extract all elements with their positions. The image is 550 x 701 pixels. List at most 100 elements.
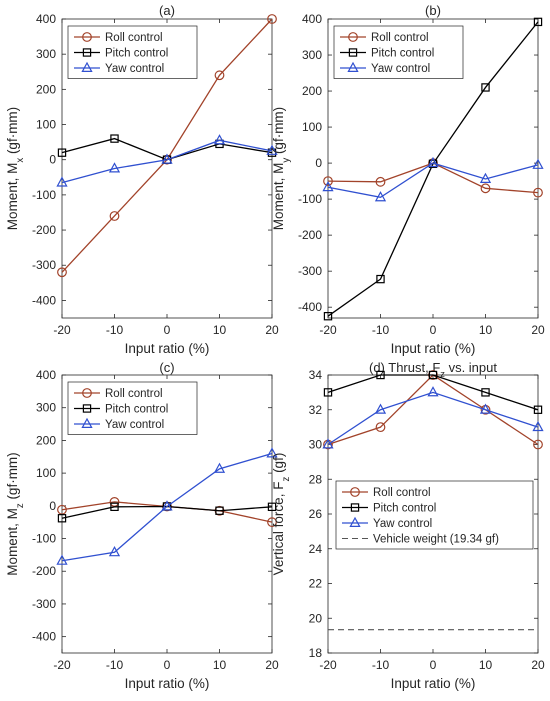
x-tick-label: -20 <box>319 323 337 337</box>
y-tick-label: -400 <box>298 300 322 314</box>
x-tick-label: 0 <box>430 658 437 672</box>
y-axis-label-main: Moment, M <box>5 163 20 231</box>
data-point-yaw <box>161 153 173 164</box>
y-tick-label: 400 <box>36 368 56 382</box>
data-point-yaw <box>213 134 226 145</box>
chart-title: (d) Thrust, Fz vs. input <box>369 360 497 379</box>
y-tick-label: 100 <box>302 120 322 134</box>
y-tick-label: 300 <box>302 48 322 62</box>
y-tick-label: 20 <box>309 611 323 625</box>
data-point-pitch <box>57 514 67 523</box>
y-tick-label: -300 <box>298 264 322 278</box>
data-point-yaw <box>532 420 544 432</box>
data-point-pitch <box>376 274 385 284</box>
data-point-yaw <box>56 554 68 565</box>
legend-label-vehicle: Vehicle weight (19.34 gf) <box>373 534 499 546</box>
legend-label-yaw: Yaw control <box>105 63 164 75</box>
legend-label-pitch: Pitch control <box>371 48 434 60</box>
y-axis-label-sub: y <box>281 158 292 163</box>
y-tick-label: -300 <box>32 258 56 272</box>
data-point-roll <box>214 70 225 81</box>
legend-label-roll: Roll control <box>373 487 431 499</box>
data-point-roll <box>375 422 386 433</box>
y-tick-label: 30 <box>309 438 323 452</box>
legend: Roll control Pitch control Yaw control <box>67 25 198 79</box>
y-tick-label: 300 <box>36 47 56 61</box>
legend-label-roll: Roll control <box>371 32 429 44</box>
legend-marker-roll <box>82 32 92 42</box>
legend: Roll control Pitch control Yaw control Vehi… <box>335 480 534 550</box>
y-tick-label: 0 <box>49 153 56 167</box>
y-axis-label: Moment, Mx (gf·mm) <box>5 107 26 230</box>
data-point-pitch <box>533 405 543 414</box>
legend-marker-roll <box>348 32 358 42</box>
data-point-pitch <box>428 370 438 380</box>
legend-label-yaw: Yaw control <box>371 63 430 75</box>
data-point-roll <box>480 183 491 194</box>
legend-label-yaw: Yaw control <box>373 518 432 530</box>
y-axis-label-tail: (gf) <box>271 453 286 477</box>
y-tick-label: -200 <box>298 228 322 242</box>
data-point-pitch <box>215 506 224 515</box>
data-point-roll <box>533 187 543 198</box>
x-tick-label: 20 <box>531 658 545 672</box>
chart-title: (a) <box>159 3 175 18</box>
y-tick-label: 200 <box>302 84 322 98</box>
data-point-roll <box>323 176 333 187</box>
legend-label-roll: Roll control <box>105 32 163 44</box>
data-point-yaw <box>322 438 334 449</box>
legend: Roll control Pitch control Yaw control <box>67 381 198 435</box>
x-tick-label: 20 <box>531 323 545 337</box>
series-line-yaw <box>327 162 539 199</box>
legend-marker-pitch <box>82 404 92 413</box>
series-line-yaw <box>61 452 273 562</box>
y-tick-label: 0 <box>49 499 56 513</box>
y-axis-label-tail: (gf·mm) <box>271 107 286 158</box>
y-tick-label: 200 <box>36 82 56 96</box>
chart-panel-4: -20 -10 0 10 20 18 20 22 24 26 28 30 32 34 (d) Thrust,… <box>271 360 545 691</box>
y-tick-label: 34 <box>309 368 323 382</box>
chart-title-tail: vs. input <box>445 360 497 375</box>
data-point-roll <box>375 176 386 187</box>
legend-marker-yaw <box>81 61 93 73</box>
x-tick-label: -20 <box>319 658 337 672</box>
data-point-pitch <box>323 388 333 397</box>
legend-marker-yaw <box>347 61 359 73</box>
data-point-yaw <box>427 386 439 397</box>
chart-title-main: (c) <box>159 360 174 375</box>
data-point-pitch <box>533 17 543 27</box>
y-axis-label-sub: z <box>281 477 292 482</box>
y-tick-label: 100 <box>36 118 56 132</box>
x-tick-label: 10 <box>479 658 493 672</box>
data-point-yaw <box>108 546 121 557</box>
y-axis-label: Moment, My (gf·mm) <box>271 107 292 230</box>
data-point-roll <box>267 517 277 528</box>
data-point-pitch <box>267 502 277 512</box>
y-tick-label: -400 <box>32 630 56 644</box>
x-tick-label: -20 <box>53 658 71 672</box>
data-point-yaw <box>322 180 334 192</box>
data-point-roll <box>267 14 277 24</box>
data-point-pitch <box>110 502 119 512</box>
legend-marker-pitch <box>82 48 92 57</box>
y-tick-label: 28 <box>309 472 323 486</box>
x-tick-label: 0 <box>164 658 171 672</box>
data-point-yaw <box>108 162 121 173</box>
y-axis-label-tail: (gf·mm) <box>5 107 20 158</box>
legend-label-roll: Roll control <box>105 388 163 400</box>
y-tick-label: 400 <box>302 12 322 26</box>
chart-title-main: (d) Thrust, F <box>369 360 440 375</box>
legend-marker-pitch <box>350 503 360 512</box>
data-point-yaw <box>266 144 278 155</box>
y-tick-label: 26 <box>309 507 323 521</box>
y-tick-label: -200 <box>32 223 56 237</box>
series-line-yaw <box>61 139 273 184</box>
y-tick-label: 22 <box>309 577 323 591</box>
x-tick-label: -10 <box>106 323 124 337</box>
x-axis-label: Input ratio (%) <box>391 676 476 691</box>
legend: Roll control Pitch control Yaw control <box>333 25 464 79</box>
y-tick-label: -100 <box>32 532 56 546</box>
data-point-roll <box>109 211 120 221</box>
data-point-roll <box>57 504 67 515</box>
